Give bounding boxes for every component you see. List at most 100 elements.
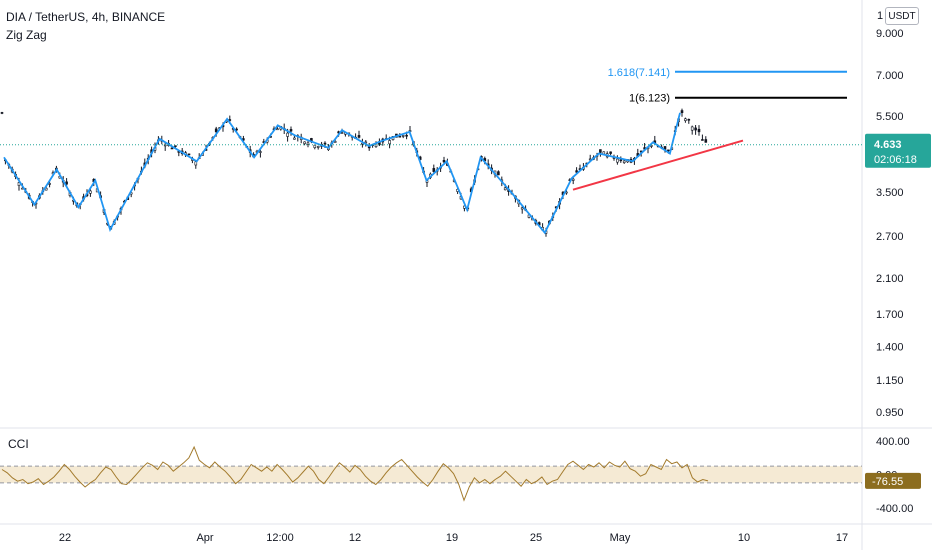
candle-body: [89, 190, 92, 194]
candle-body: [170, 147, 174, 150]
currency-button[interactable]: USDT: [885, 7, 919, 25]
candle-body: [571, 178, 575, 181]
candle-body: [48, 183, 51, 185]
candle: [432, 164, 436, 173]
price-tick-label: 0.950: [876, 407, 904, 419]
price-tick-label: 1.400: [876, 342, 904, 354]
cci-value-badge: [865, 472, 921, 489]
candle-body: [194, 161, 198, 166]
zigzag-line: [3, 112, 681, 235]
candle-body: [690, 126, 694, 131]
time-tick-label: 12:00: [266, 532, 294, 544]
fib-level-label: 1(6.123): [629, 93, 670, 105]
candle-body: [701, 139, 704, 141]
candle: [0, 111, 4, 115]
candle-body: [575, 170, 578, 173]
candle-body: [316, 146, 320, 148]
candle-body: [401, 135, 405, 137]
candle-body: [174, 145, 177, 147]
price-tick-label: 1: [877, 10, 883, 22]
last-price-value: 4.633: [874, 139, 902, 151]
axes: 9.000 7.000 5.500 3.500 2.700 2.100 1.700 1.400…: [59, 10, 931, 544]
candle-body: [214, 128, 218, 133]
cci-pane-label: CCI: [8, 437, 29, 451]
price-tick-label: 2.100: [876, 273, 904, 285]
candle: [289, 126, 293, 136]
candle-body: [684, 118, 687, 121]
candle: [684, 117, 687, 123]
candle-body: [0, 112, 4, 114]
indicator-label: Zig Zag: [6, 28, 47, 42]
candle-body: [357, 135, 361, 138]
candle-body: [667, 149, 670, 152]
candle: [497, 170, 500, 176]
candle-body: [65, 181, 68, 185]
candle: [357, 130, 361, 139]
candle: [694, 125, 697, 135]
candle-body: [388, 140, 391, 145]
candle-body: [303, 141, 306, 144]
candle: [259, 149, 262, 158]
candle: [690, 125, 694, 135]
candle-body: [259, 151, 262, 153]
candle: [313, 144, 317, 150]
cci-tick-label: 400.00: [876, 436, 910, 448]
candle-body: [697, 128, 701, 133]
candle: [687, 118, 691, 124]
candle-body: [680, 110, 684, 114]
candle-body: [497, 171, 500, 176]
price-tick-label: 9.000: [876, 28, 904, 40]
candle: [194, 161, 198, 169]
candle-body: [442, 160, 446, 163]
candle-body: [599, 149, 602, 153]
price-tick-label: 1.150: [876, 375, 904, 387]
support-trendline: [572, 139, 744, 191]
candle: [316, 145, 320, 150]
candle: [187, 153, 191, 156]
candle-body: [520, 207, 524, 210]
time-tick-label: May: [610, 532, 631, 544]
candle-body: [704, 139, 708, 143]
candle: [609, 151, 612, 156]
time-tick-label: 10: [738, 532, 750, 544]
candle: [520, 205, 524, 214]
candle-body: [609, 151, 612, 154]
time-tick-label: Apr: [196, 532, 213, 544]
price-tick-label: 7.000: [876, 70, 904, 82]
cci-value-label: -76.55: [872, 476, 903, 488]
candle: [680, 108, 684, 117]
price-tick-label: 1.700: [876, 309, 904, 321]
candle: [401, 134, 405, 139]
candle-body: [694, 127, 697, 131]
candle-body: [503, 187, 507, 191]
candle-body: [340, 132, 344, 134]
candle: [701, 134, 704, 141]
cci-tick-label: -400.00: [876, 503, 913, 515]
candle-body: [286, 132, 289, 137]
candle-body: [364, 141, 368, 144]
price-tick-label: 2.700: [876, 231, 904, 243]
price-tick-label: 5.500: [876, 111, 904, 123]
last-price-countdown: 02:06:18: [874, 154, 917, 166]
candle: [303, 141, 306, 146]
candle: [619, 156, 623, 163]
candle-body: [323, 142, 327, 145]
candle-body: [405, 134, 408, 137]
candle-body: [616, 158, 619, 163]
candle-body: [361, 142, 364, 145]
candle: [704, 136, 708, 143]
candle: [697, 125, 701, 136]
candle-body: [619, 159, 623, 162]
cci-band: [0, 466, 862, 483]
candle: [575, 167, 578, 173]
candle-body: [622, 160, 626, 163]
cci-line: [1, 445, 709, 502]
candle: [163, 142, 167, 151]
overlays: 1.618(7.141) 1(6.123): [0, 67, 862, 191]
candle: [367, 143, 371, 151]
candle-body: [687, 118, 691, 121]
fib-level-label: 1.618(7.141): [608, 67, 670, 79]
